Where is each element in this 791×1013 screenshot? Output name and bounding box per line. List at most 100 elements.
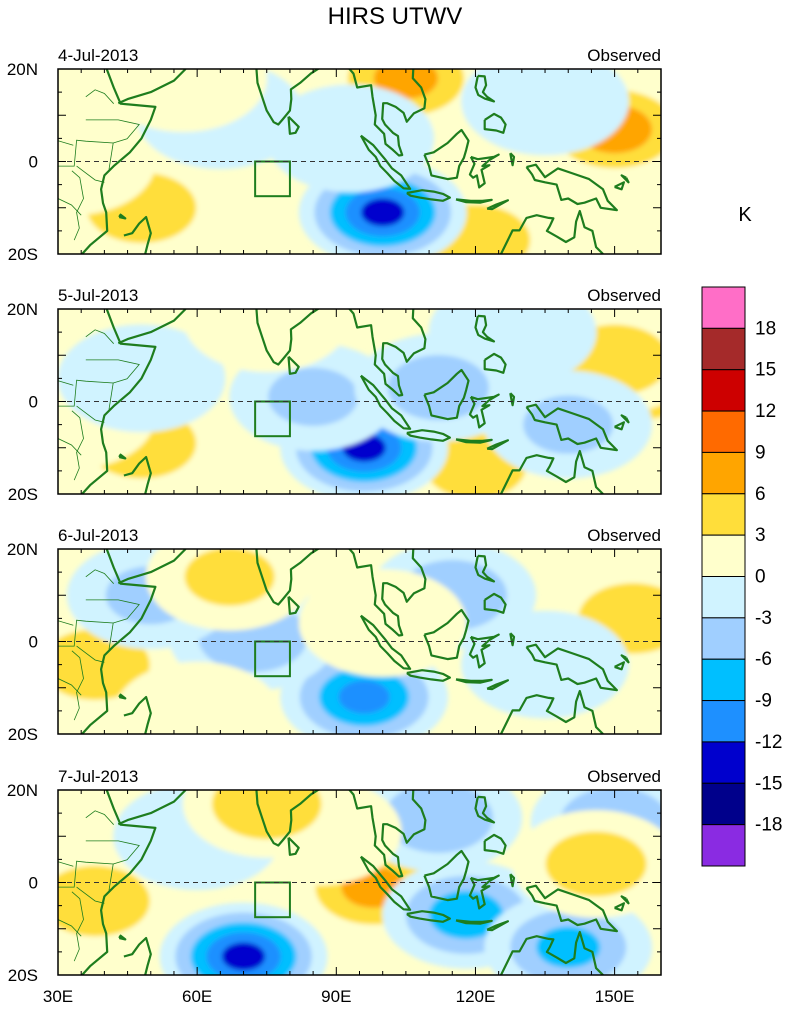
panel-label: Observed (587, 767, 661, 786)
panel-label: Observed (587, 526, 661, 545)
coastline (423, 368, 470, 421)
contour-level (338, 680, 390, 714)
coastline (500, 930, 604, 975)
anomaly-field (58, 549, 661, 734)
colorbar-label: 9 (755, 442, 766, 463)
coastline (486, 920, 509, 932)
coastline (486, 439, 509, 451)
coastline (348, 69, 427, 157)
coastlines (58, 790, 630, 975)
coastline (117, 790, 187, 826)
coastline (359, 855, 412, 911)
x-tick-label: 150E (595, 987, 635, 1006)
country-border (85, 329, 114, 344)
coastline (287, 115, 300, 135)
contour-level (383, 790, 494, 853)
country-border (58, 619, 114, 650)
ticks (57, 308, 662, 495)
coastline (474, 314, 496, 343)
coastline (123, 936, 152, 975)
coastline (81, 69, 157, 254)
coastline (500, 689, 604, 734)
coastline (620, 414, 630, 424)
y-tick-label: 0 (29, 633, 38, 652)
anomaly-blob (266, 84, 435, 193)
anomaly-blob (484, 370, 653, 479)
contour-level (221, 942, 266, 971)
coastline (474, 795, 496, 824)
coastline (525, 643, 619, 692)
contour-level (361, 198, 405, 227)
coastline (468, 393, 500, 429)
panel-label: Observed (587, 46, 661, 65)
colorbar-label: 18 (755, 318, 776, 339)
country-border (58, 919, 82, 937)
country-border (85, 89, 114, 104)
coastline (474, 74, 496, 103)
contour-level (182, 309, 351, 373)
index-region-box (254, 881, 291, 919)
anomaly-blob (113, 661, 282, 734)
coastline (118, 213, 127, 220)
coastline (348, 549, 427, 637)
anomaly-blob (182, 309, 351, 373)
colorbar-label: 15 (755, 360, 776, 381)
country-border (58, 140, 74, 146)
coastline (468, 874, 500, 910)
y-tick-label: 20N (7, 300, 38, 319)
colorbar-swatch (701, 493, 746, 536)
coastline (81, 549, 157, 734)
coastline (620, 895, 630, 905)
coastline (406, 669, 451, 682)
coastline (123, 215, 152, 254)
coastline (483, 833, 507, 855)
coastline (509, 392, 516, 407)
coastline (483, 592, 507, 614)
anomaly-blob (512, 810, 661, 918)
country-border (85, 569, 114, 584)
ticks (57, 789, 662, 976)
country-border (58, 379, 114, 410)
coastline (620, 174, 630, 184)
coastline (500, 209, 604, 254)
colorbar-swatch (701, 617, 746, 660)
coastline (348, 309, 427, 397)
contour-level (536, 926, 601, 968)
contour-level (461, 610, 629, 719)
coastline (483, 352, 507, 374)
coastline (117, 549, 187, 585)
y-tick-label: 20S (8, 966, 38, 985)
coastline (123, 695, 152, 734)
country-border (71, 650, 84, 721)
coastline (455, 438, 493, 444)
country-border (85, 599, 140, 624)
contour-level (387, 355, 489, 421)
coastline (118, 693, 127, 700)
colorbar-label: 0 (755, 567, 766, 588)
y-tick-label: 20S (8, 485, 38, 504)
colorbar-swatch (701, 534, 746, 578)
anomaly-blob (159, 902, 328, 975)
y-tick-label: 0 (29, 874, 38, 893)
contour-level (99, 69, 268, 133)
y-tick-label: 0 (29, 393, 38, 412)
contour-level (113, 661, 282, 734)
country-border (76, 886, 105, 904)
x-tick-label: 120E (456, 987, 496, 1006)
panel-date: 5-Jul-2013 (58, 286, 138, 305)
contour-level (523, 395, 614, 454)
coastline (486, 679, 509, 691)
y-tick-label: 20S (8, 245, 38, 264)
coastline (117, 309, 187, 345)
index-region-box (254, 400, 291, 438)
colorbar-label: -15 (755, 773, 782, 794)
coastline (117, 69, 187, 105)
coastline (123, 455, 152, 494)
colorbar-label: 6 (755, 484, 766, 505)
coastline (81, 790, 157, 975)
coastline (118, 453, 127, 460)
country-border (58, 380, 74, 386)
country-border (58, 198, 82, 216)
contour-level (184, 549, 275, 606)
coastlines (58, 69, 630, 254)
